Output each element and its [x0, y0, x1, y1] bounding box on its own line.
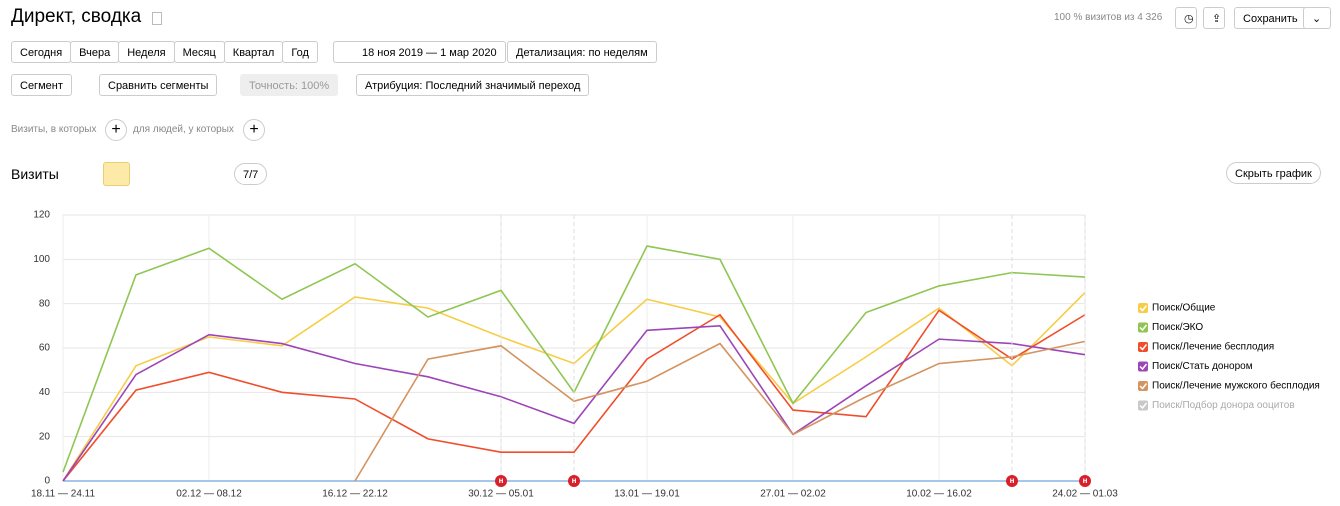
annotation-label: н: [1010, 476, 1015, 485]
save-menu[interactable]: ⌄: [1303, 7, 1331, 29]
legend-check: [1139, 402, 1148, 410]
x-tick-label: 16.12 — 22.12: [322, 489, 388, 500]
period-button[interactable]: Вчера: [70, 41, 120, 63]
compare-button[interactable]: Сравнить сегменты: [99, 74, 218, 96]
y-tick-label: 60: [39, 343, 51, 354]
legend-check: [1139, 324, 1148, 332]
save-button[interactable]: Сохранить: [1234, 7, 1307, 29]
export-button[interactable]: ⇪: [1203, 7, 1225, 29]
period-button[interactable]: Квартал: [223, 41, 284, 63]
chart: 0 20 40 60 80 100 120 18.11 — 24.11 02.12 — 08.1…: [31, 210, 1320, 500]
y-tick-label: 80: [39, 298, 51, 309]
add-visit-condition[interactable]: +: [105, 119, 127, 141]
legend-check: [1139, 383, 1148, 390]
detail-select[interactable]: Детализация: по неделям: [507, 41, 657, 63]
x-tick-label: 10.02 — 16.02: [906, 489, 972, 500]
annotation-label: н: [572, 476, 577, 485]
y-tick-label: 100: [33, 254, 50, 265]
bookmark-icon[interactable]: [152, 12, 162, 25]
annotation-marker[interactable]: [1006, 475, 1018, 487]
report-title: Визиты: [11, 166, 59, 182]
annotation-marker[interactable]: [495, 475, 507, 487]
period-button[interactable]: Сегодня: [11, 41, 72, 63]
accuracy-button: Точность: 100%: [240, 74, 339, 96]
segment-button[interactable]: Сегмент: [11, 74, 72, 96]
annotation-marker[interactable]: [568, 475, 580, 487]
attribution-select[interactable]: Атрибуция: Последний значимый переход: [356, 74, 590, 96]
x-tick-label: 13.01 — 19.01: [614, 489, 680, 500]
series-line: [62, 309, 1086, 482]
legend-label[interactable]: Поиск/Стать донором: [1152, 361, 1253, 372]
x-tick-label: 18.11 — 24.11: [31, 489, 96, 500]
hide-chart[interactable]: Скрыть график: [1226, 162, 1321, 184]
line-chart-toggle[interactable]: [103, 162, 130, 186]
legend-label[interactable]: Поиск/Подбор донора ооцитов: [1152, 399, 1295, 411]
x-tick-label: 02.12 — 08.12: [176, 489, 242, 500]
legend-checkbox[interactable]: [1138, 381, 1148, 391]
legend-checkbox[interactable]: [1138, 322, 1148, 333]
period-button[interactable]: Год: [282, 41, 318, 63]
period-group: Сегодня Вчера Неделя Месяц Квартал Год: [11, 41, 318, 63]
legend-check: [1139, 305, 1148, 312]
y-tick-label: 20: [39, 431, 51, 442]
y-tick-label: 120: [33, 210, 50, 221]
annotation-label: н: [499, 476, 504, 485]
page-title: Директ, сводка: [11, 6, 142, 27]
legend-checkbox[interactable]: [1138, 342, 1148, 352]
legend-label[interactable]: Поиск/Общие: [1152, 302, 1216, 314]
annotation-label: н: [1083, 476, 1088, 485]
annotation-marker[interactable]: [1079, 475, 1091, 487]
add-people-condition[interactable]: +: [243, 119, 265, 141]
legend-checkbox[interactable]: [1138, 361, 1148, 372]
period-button[interactable]: Месяц: [173, 41, 225, 63]
legend-checkbox[interactable]: [1138, 400, 1148, 411]
history-button[interactable]: ◷: [1175, 7, 1197, 29]
visits-condition: Визиты, в которых: [11, 124, 97, 135]
visits-info: 100 % визитов из 4 326: [1054, 12, 1163, 23]
y-tick-label: 0: [44, 476, 50, 487]
series-line: [354, 340, 1086, 482]
legend-check: [1139, 344, 1148, 351]
period-button[interactable]: Неделя: [118, 41, 175, 63]
legend-label[interactable]: Поиск/ЭКО: [1152, 322, 1203, 333]
legend-checkbox[interactable]: [1138, 303, 1148, 313]
x-tick-label: 30.12 — 05.01: [468, 489, 534, 500]
legend-label[interactable]: Поиск/Лечение бесплодия: [1152, 341, 1274, 353]
people-condition: для людей, у которых: [133, 124, 234, 135]
legend-label[interactable]: Поиск/Лечение мужского бесплодия: [1152, 380, 1320, 392]
series-line: [62, 325, 1086, 482]
date-range[interactable]: 18 ноя 2019 — 1 мар 2020: [333, 41, 506, 63]
x-tick-label: 24.02 — 01.03: [1052, 489, 1118, 500]
annotation-counter[interactable]: 7/7: [234, 163, 268, 185]
legend-check: [1139, 363, 1148, 371]
x-tick-label: 27.01 — 02.02: [760, 489, 826, 500]
y-tick-label: 40: [39, 387, 51, 398]
